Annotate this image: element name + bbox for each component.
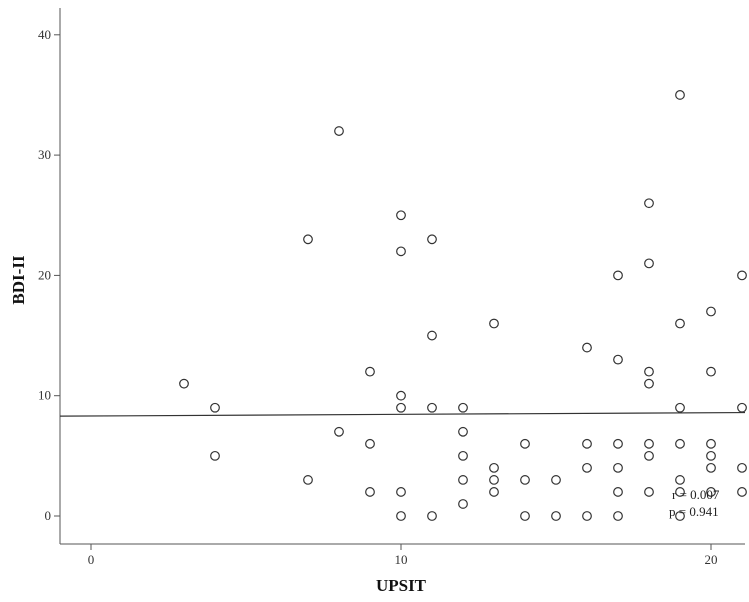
plot-area: 0 10 20 30 40 0 10 20 30 40 [38, 8, 747, 567]
data-point [334, 126, 344, 136]
data-point [489, 487, 499, 497]
data-point [613, 487, 623, 497]
data-points [179, 90, 747, 521]
data-point [737, 487, 747, 497]
data-point [458, 426, 468, 437]
data-point [551, 511, 561, 521]
data-point [427, 402, 437, 413]
data-point [706, 487, 716, 497]
data-point [179, 378, 189, 389]
data-point [396, 402, 406, 413]
data-point [675, 511, 685, 521]
y-axis-ticks: 0 10 20 30 40 [38, 27, 60, 523]
regression-line [59, 411, 746, 417]
data-point [365, 366, 375, 377]
data-point [458, 402, 468, 413]
data-point [737, 270, 747, 281]
data-point [644, 198, 654, 209]
data-point [551, 475, 561, 485]
data-point [210, 402, 220, 413]
data-point [582, 462, 592, 473]
y-tick-label: 30 [38, 147, 51, 162]
y-axis-title: BDI-II [9, 255, 28, 305]
data-point [458, 450, 468, 461]
data-point [675, 90, 685, 100]
data-point [613, 462, 623, 473]
data-point [706, 450, 716, 461]
data-point [489, 462, 499, 473]
data-point [396, 511, 406, 521]
data-point [706, 438, 716, 449]
data-point [427, 511, 437, 521]
data-point [334, 426, 344, 437]
data-point [644, 487, 654, 497]
data-point [427, 330, 437, 341]
data-point [675, 438, 685, 449]
data-point [365, 487, 375, 497]
data-point [396, 390, 406, 401]
data-point [613, 270, 623, 281]
data-point [613, 438, 623, 449]
data-point [458, 499, 468, 509]
x-tick-label: 10 [395, 552, 408, 567]
data-point [706, 366, 716, 377]
y-tick-label: 10 [38, 388, 51, 403]
data-point [489, 475, 499, 485]
y-tick-label: 0 [45, 508, 52, 523]
data-point [737, 462, 747, 473]
x-axis-title: UPSIT [376, 576, 427, 595]
x-tick-label: 0 [88, 552, 95, 567]
data-point [303, 475, 313, 485]
x-tick-label: 20 [705, 552, 718, 567]
correlation-r-annotation: r = 0.007 [672, 487, 720, 502]
data-point [644, 258, 654, 269]
data-point [303, 234, 313, 245]
data-point [582, 511, 592, 521]
y-tick-label: 40 [38, 27, 51, 42]
data-point [489, 318, 499, 329]
data-point [365, 438, 375, 449]
data-point [520, 475, 530, 485]
data-point [613, 511, 623, 521]
data-point [644, 366, 654, 377]
data-point [675, 487, 685, 497]
data-point [737, 402, 747, 413]
data-point [582, 342, 592, 353]
data-point [396, 246, 406, 257]
data-point [675, 318, 685, 329]
data-point [675, 402, 685, 413]
data-point [396, 210, 406, 221]
data-point [706, 462, 716, 473]
data-point [582, 438, 592, 449]
data-point [644, 450, 654, 461]
data-point [427, 234, 437, 245]
data-point [396, 487, 406, 497]
data-point [644, 438, 654, 449]
data-point [706, 306, 716, 317]
y-tick-label: 20 [38, 267, 51, 282]
data-point [613, 354, 623, 365]
data-point [458, 475, 468, 485]
data-point [644, 378, 654, 389]
data-point [520, 438, 530, 449]
correlation-p-annotation: p = 0.941 [669, 504, 719, 519]
data-point [210, 450, 220, 461]
data-point [675, 475, 685, 485]
data-point [520, 511, 530, 521]
